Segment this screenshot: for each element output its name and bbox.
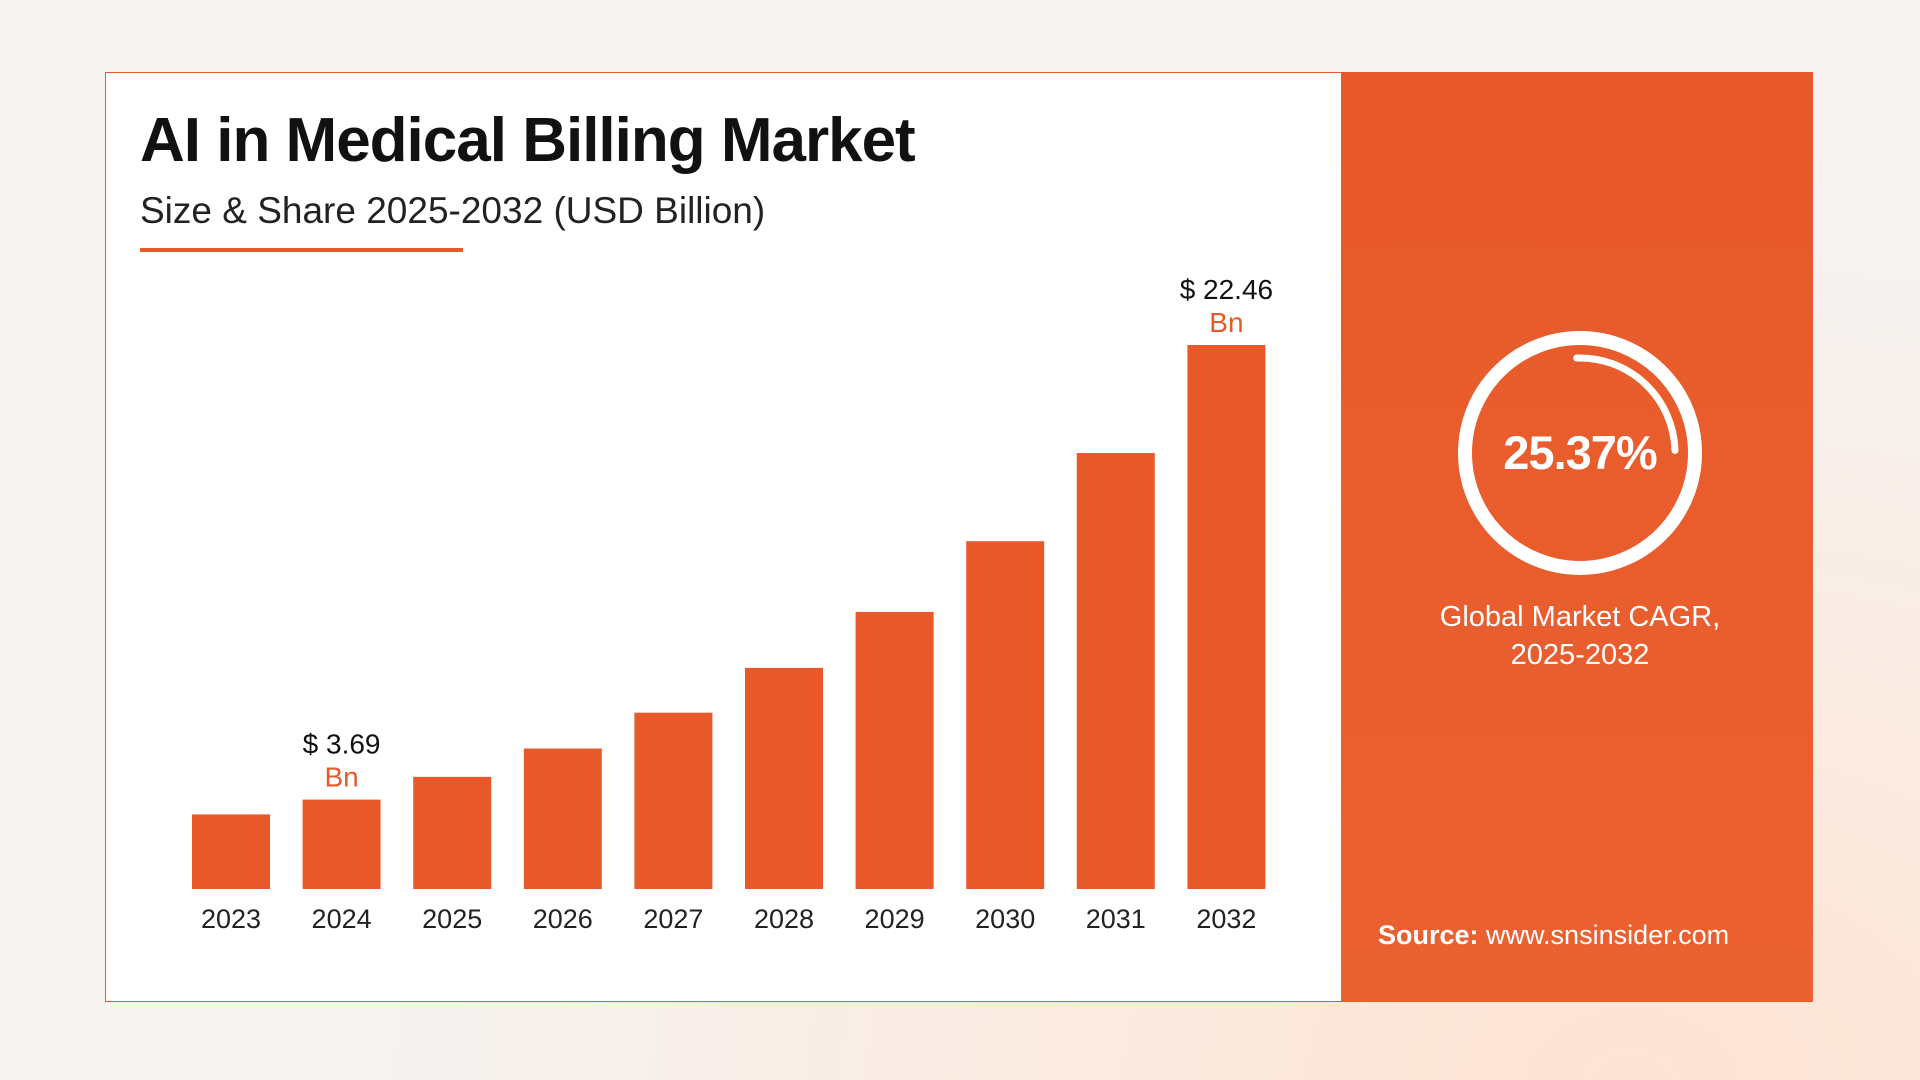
cagr-label-line2: 2025-2032	[1510, 639, 1650, 671]
chart-title: AI in Medical Billing Market	[140, 106, 916, 175]
bar-2027	[634, 712, 713, 889]
cagr-ring-arc	[1481, 354, 1679, 552]
cagr-panel	[1341, 72, 1813, 1002]
source-label: Source:	[1378, 920, 1479, 950]
bar-2030	[966, 541, 1045, 889]
x-tick-label-2024: 2024	[312, 904, 372, 934]
data-label-unit-2032: Bn	[1209, 307, 1243, 338]
subtitle-underline	[140, 248, 463, 252]
bar-2031	[1076, 453, 1155, 889]
bar-2028	[745, 667, 823, 889]
data-label-unit-2024: Bn	[324, 762, 358, 793]
x-tick-label-2031: 2031	[1086, 904, 1146, 934]
data-label-value-2032: $ 22.46	[1180, 274, 1273, 305]
bar-2024	[302, 799, 381, 889]
x-tick-label-2026: 2026	[533, 904, 593, 934]
x-tick-label-2028: 2028	[754, 904, 814, 934]
cagr-label-line1: Global Market CAGR,	[1439, 601, 1721, 633]
bar-2023	[192, 814, 270, 889]
x-tick-label-2030: 2030	[975, 904, 1035, 934]
x-tick-label-2032: 2032	[1196, 904, 1256, 934]
source-url: www.snsinsider.com	[1486, 920, 1730, 950]
data-label-value-2024: $ 3.69	[303, 729, 381, 760]
x-tick-label-2025: 2025	[422, 904, 482, 934]
cagr-label: Global Market CAGR, 2025-2032	[1380, 598, 1780, 674]
cagr-ring-outer	[1458, 331, 1702, 575]
x-tick-label-2029: 2029	[865, 904, 925, 934]
bar-2025	[413, 776, 492, 889]
x-tick-label-2023: 2023	[201, 904, 261, 934]
chart-subtitle: Size & Share 2025-2032 (USD Billion)	[140, 190, 766, 231]
x-tick-label-2027: 2027	[643, 904, 703, 934]
cagr-ring	[1458, 331, 1702, 575]
bar-2029	[855, 611, 934, 889]
bar-2026	[523, 748, 602, 889]
cagr-value: 25.37%	[1503, 426, 1657, 479]
source-text: Source: www.snsinsider.com	[1378, 920, 1729, 951]
bar-chart: 2023 2024 2025 2026 2027 2028 2029 2030 2031 2032…	[192, 274, 1273, 934]
bar-2032	[1187, 345, 1266, 889]
